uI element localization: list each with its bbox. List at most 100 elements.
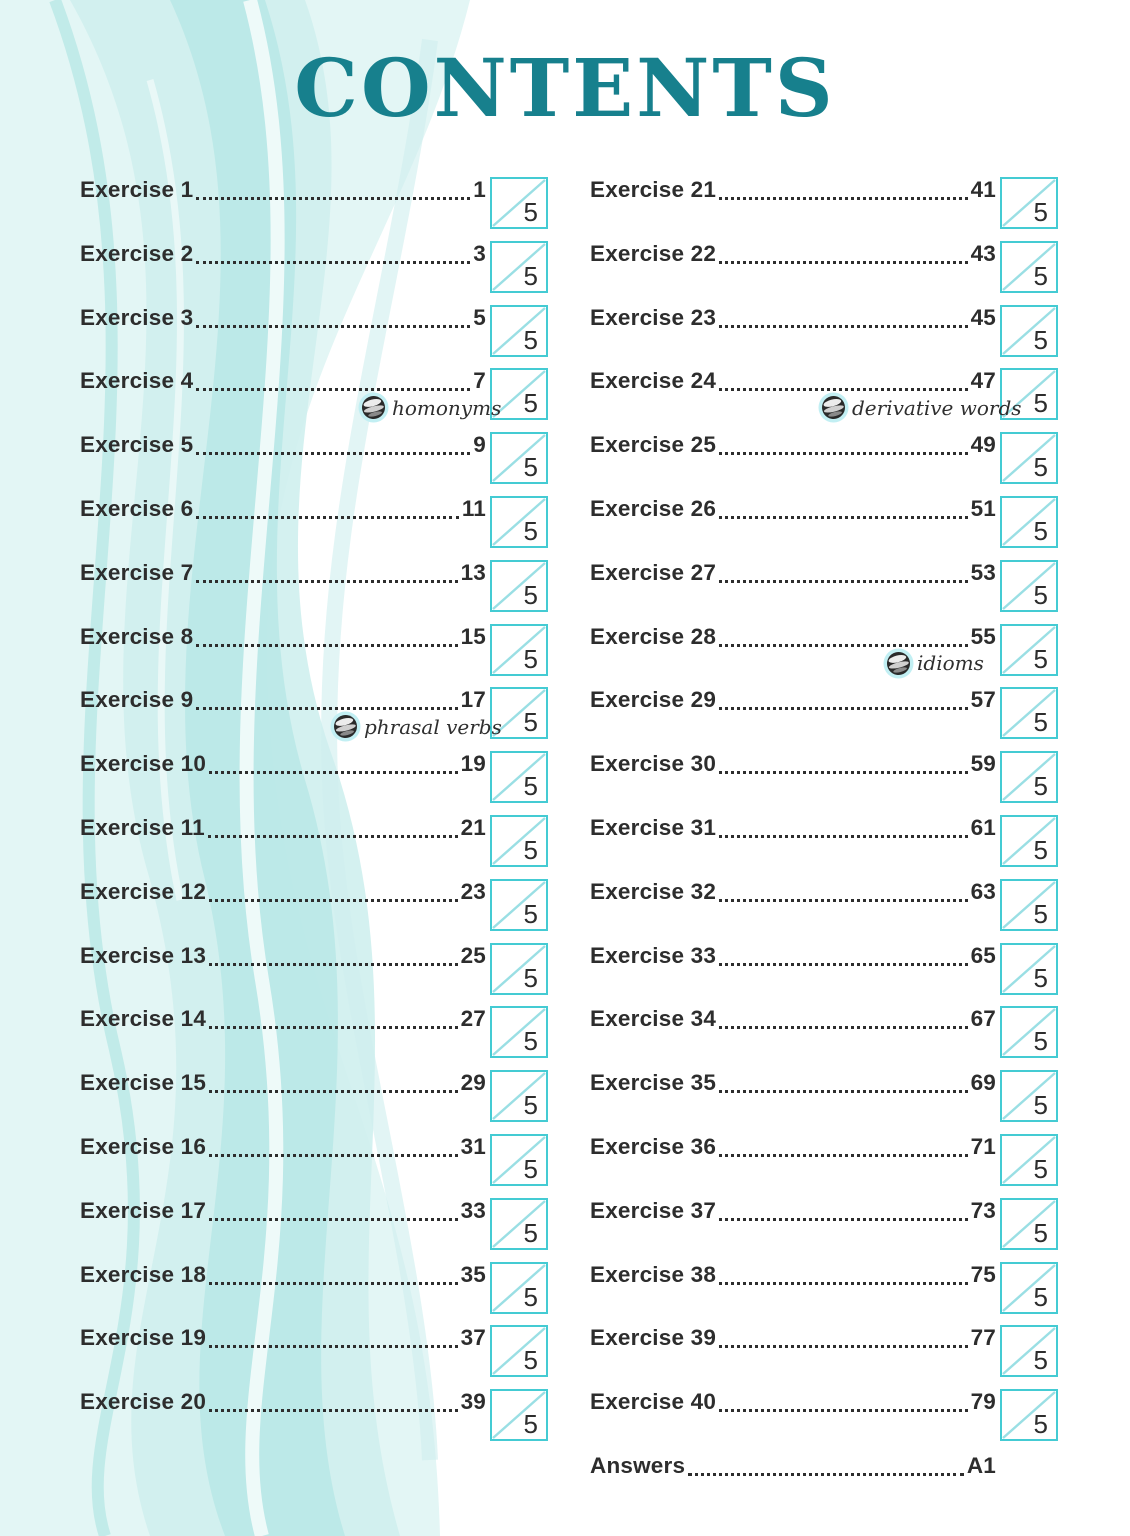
score-box: 5 bbox=[490, 1261, 548, 1314]
score-max-label: 5 bbox=[1033, 707, 1048, 738]
score-box: 5 bbox=[1000, 1070, 1058, 1123]
toc-row: Exercise 33 65 5 bbox=[590, 942, 1058, 1006]
score-box-diagonal bbox=[492, 880, 546, 929]
score-box-diagonal bbox=[492, 1391, 546, 1440]
toc-row-line: Exercise 11 21 bbox=[80, 814, 486, 842]
score-box: 5 bbox=[490, 751, 548, 804]
toc-row-line: Answers A1 bbox=[590, 1452, 996, 1480]
globe-badge-icon bbox=[818, 392, 849, 423]
toc-row: Exercise 3 5 5 bbox=[80, 304, 548, 368]
score-box-diagonal bbox=[1002, 306, 1056, 355]
score-box: 5 bbox=[490, 1389, 548, 1442]
toc-row: Exercise 29 57 5 bbox=[590, 686, 1058, 750]
exercise-label: Exercise 27 bbox=[590, 559, 717, 585]
toc-row-line: Exercise 4 7 bbox=[80, 367, 486, 395]
score-box-diagonal bbox=[492, 498, 546, 546]
toc-row: Exercise 39 77 5 bbox=[590, 1324, 1058, 1388]
exercise-label: Exercise 18 bbox=[80, 1261, 207, 1287]
toc-row: Exercise 18 35 5 bbox=[80, 1261, 548, 1325]
score-max-label: 5 bbox=[523, 1153, 538, 1184]
exercise-label: Exercise 29 bbox=[590, 687, 717, 713]
page-number: 75 bbox=[970, 1261, 996, 1287]
exercise-label: Exercise 40 bbox=[590, 1389, 717, 1415]
dot-leader bbox=[716, 942, 971, 970]
toc-row-line: Exercise 31 61 bbox=[590, 814, 996, 842]
exercise-label: Exercise 11 bbox=[80, 814, 205, 840]
exercise-label: Exercise 38 bbox=[590, 1261, 717, 1287]
toc-row: Exercise 27 53 5 bbox=[590, 559, 1058, 623]
score-box-diagonal bbox=[1002, 625, 1056, 674]
toc-row: Exercise 26 51 5 bbox=[590, 495, 1058, 559]
dot-leader bbox=[193, 686, 460, 714]
dot-leader bbox=[716, 750, 971, 778]
toc-row-line: Exercise 26 51 bbox=[590, 495, 996, 523]
topic-badge: derivative words bbox=[818, 392, 1022, 423]
toc-row: Exercise 28 55 5 bbox=[590, 623, 1058, 687]
score-box-diagonal bbox=[1002, 689, 1056, 738]
score-box-diagonal bbox=[492, 817, 546, 865]
score-box-diagonal bbox=[1002, 242, 1056, 291]
toc-row: Exercise 4 7 5 bbox=[80, 367, 548, 431]
toc-row: Exercise 13 25 5 bbox=[80, 942, 548, 1006]
page-title: CONTENTS bbox=[294, 41, 836, 135]
toc-row-line: Exercise 5 9 bbox=[80, 431, 486, 459]
score-box-diagonal bbox=[1002, 1072, 1056, 1121]
toc-row: Exercise 9 17 5 bbox=[80, 686, 548, 750]
toc-row: Answers A1 bbox=[590, 1452, 1058, 1516]
toc-row-line: Exercise 28 55 bbox=[590, 623, 996, 651]
score-max-label: 5 bbox=[1033, 452, 1048, 483]
score-box: 5 bbox=[1000, 368, 1058, 421]
globe-badge-icon bbox=[358, 392, 389, 423]
exercise-label: Exercise 19 bbox=[80, 1325, 207, 1351]
exercise-label: Exercise 2 bbox=[80, 240, 194, 266]
dot-leader bbox=[716, 431, 971, 459]
toc-row-line: Exercise 23 45 bbox=[590, 304, 996, 332]
page-number: 25 bbox=[460, 942, 486, 968]
score-box-diagonal bbox=[1002, 1199, 1056, 1248]
page-number: 39 bbox=[460, 1389, 486, 1415]
score-box: 5 bbox=[490, 559, 548, 612]
toc-row-line: Exercise 8 15 bbox=[80, 623, 486, 651]
score-box-diagonal bbox=[492, 179, 546, 227]
score-box: 5 bbox=[490, 942, 548, 995]
toc-row-line: Exercise 14 27 bbox=[80, 1005, 486, 1033]
toc-row: Exercise 8 15 5 bbox=[80, 623, 548, 687]
score-box-diagonal bbox=[1002, 944, 1056, 993]
dot-leader bbox=[716, 814, 971, 842]
score-max-label: 5 bbox=[523, 962, 538, 993]
page-number: 61 bbox=[970, 814, 996, 840]
topic-badge-label: homonyms bbox=[392, 395, 502, 420]
wave-highlight-stroke-2 bbox=[146, 79, 184, 901]
score-box-diagonal bbox=[492, 561, 546, 610]
score-box-diagonal bbox=[492, 944, 546, 993]
topic-badge: homonyms bbox=[358, 392, 501, 423]
toc-row: Exercise 15 29 5 bbox=[80, 1069, 548, 1133]
dot-leader bbox=[206, 1197, 461, 1225]
wave-edge-stroke bbox=[321, 38, 438, 1461]
toc-row-line: Exercise 6 11 bbox=[80, 495, 486, 523]
page-number: 47 bbox=[970, 368, 996, 394]
score-max-label: 5 bbox=[1033, 260, 1048, 291]
score-box: 5 bbox=[490, 368, 548, 421]
score-box-diagonal bbox=[1002, 753, 1056, 802]
page-number: 17 bbox=[460, 687, 486, 713]
toc-row: Exercise 5 9 5 bbox=[80, 431, 548, 495]
toc-row-line: Exercise 21 41 bbox=[590, 176, 996, 204]
toc-column-right: Exercise 21 41 5 Exercise 22 43 5 Exerci… bbox=[590, 176, 1058, 1516]
toc-row: Exercise 14 27 5 bbox=[80, 1005, 548, 1069]
score-box: 5 bbox=[490, 240, 548, 293]
dot-leader bbox=[716, 176, 971, 204]
score-box: 5 bbox=[490, 878, 548, 931]
dot-leader bbox=[685, 1452, 967, 1480]
toc-row: Exercise 40 79 5 bbox=[590, 1388, 1058, 1452]
score-box: 5 bbox=[490, 1133, 548, 1186]
dot-leader bbox=[193, 495, 461, 523]
score-max-label: 5 bbox=[1033, 388, 1048, 419]
score-box-diagonal bbox=[492, 242, 546, 291]
topic-badge-label: idioms bbox=[917, 651, 984, 676]
toc-row-line: Exercise 17 33 bbox=[80, 1197, 486, 1225]
score-max-label: 5 bbox=[523, 643, 538, 674]
toc-row: Exercise 1 1 5 bbox=[80, 176, 548, 240]
dot-leader bbox=[716, 686, 971, 714]
toc-row: Exercise 2 3 5 bbox=[80, 240, 548, 304]
